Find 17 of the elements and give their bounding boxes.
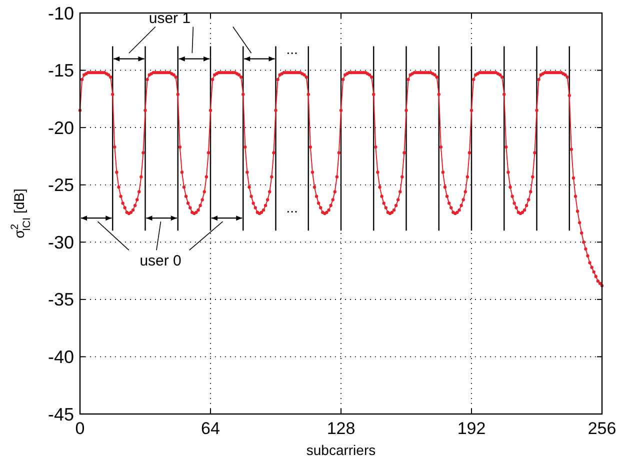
annotation: user 0 xyxy=(140,252,182,270)
y-tick-label: -10 xyxy=(48,3,74,24)
x-tick-label: 0 xyxy=(75,419,85,438)
x-tick-label: 256 xyxy=(588,419,616,438)
annotation: ... xyxy=(286,41,298,58)
y-tick-label: -35 xyxy=(48,290,74,310)
x-axis-title: subcarriers xyxy=(306,442,376,458)
y-tick-label: -30 xyxy=(48,232,74,252)
annotation: ... xyxy=(286,199,298,216)
y-tick-label: -40 xyxy=(48,347,74,368)
y-tick-label: -25 xyxy=(48,175,74,196)
y-tick-label: -45 xyxy=(48,404,74,424)
y-tick-label: -20 xyxy=(48,118,74,138)
x-tick-label: 192 xyxy=(457,419,486,438)
x-tick-label: 64 xyxy=(201,419,220,438)
y-tick-label: -15 xyxy=(48,60,74,81)
x-tick-label: 128 xyxy=(326,419,356,438)
